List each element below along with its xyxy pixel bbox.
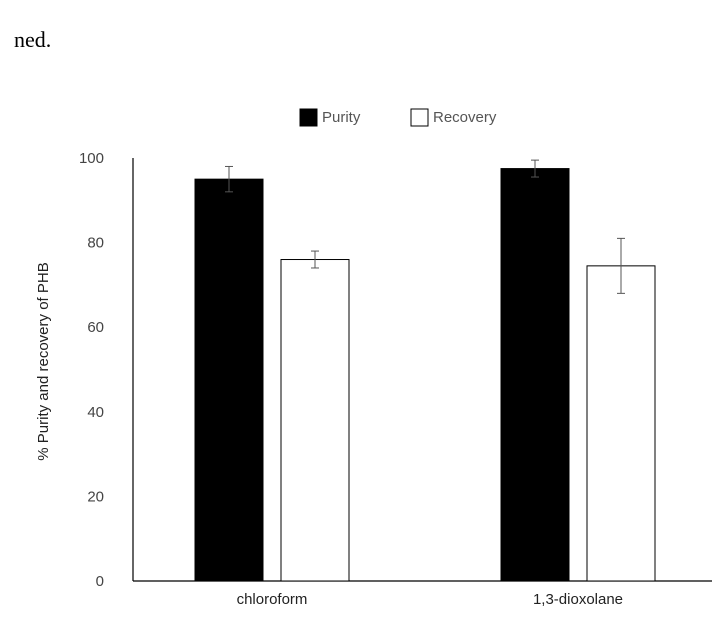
page-header-fragment: ned. (0, 0, 715, 60)
chart-labels: 0 20 40 60 80 100 % Purity and recovery of PHB… (35, 150, 623, 608)
chart-bars (194, 168, 656, 582)
x-category-label: chloroform (237, 591, 308, 608)
y-tick-label: 40 (87, 404, 104, 421)
y-tick-label: 20 (87, 488, 104, 505)
bar-purity-0 (194, 178, 264, 582)
chart-error-bars (225, 159, 625, 294)
y-tick-label: 0 (96, 573, 104, 590)
y-axis-title: % Purity and recovery of PHB (35, 262, 52, 460)
y-tick-label: 60 (87, 319, 104, 336)
legend-label-recovery: Recovery (433, 109, 497, 126)
header-text: ned. (14, 27, 52, 52)
bar-recovery-0 (280, 259, 350, 582)
y-tick-label: 80 (87, 235, 104, 252)
legend-swatch-recovery (410, 108, 429, 127)
chart-legend: Purity Recovery (299, 108, 497, 127)
y-tick-label: 100 (79, 150, 104, 167)
bar-purity-1 (500, 168, 570, 582)
bar-recovery-1 (586, 265, 656, 582)
x-category-label: 1,3-dioxolane (533, 591, 623, 608)
legend-swatch-purity (299, 108, 318, 127)
legend-label-purity: Purity (322, 109, 361, 126)
